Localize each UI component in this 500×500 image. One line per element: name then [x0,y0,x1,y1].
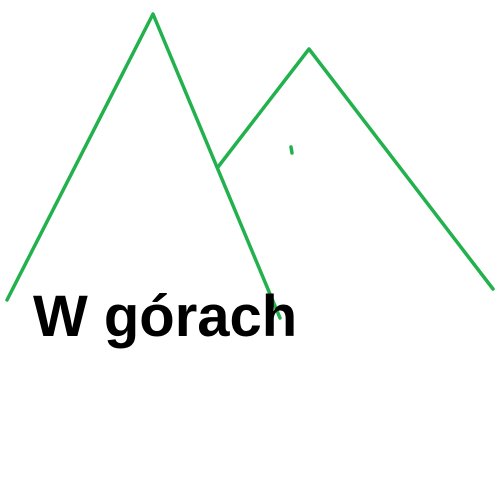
left-mountain-outline [5,12,282,320]
right-mountain-outline [216,47,495,291]
caption-text: W górach [33,284,298,349]
small-green-mark [289,145,294,155]
